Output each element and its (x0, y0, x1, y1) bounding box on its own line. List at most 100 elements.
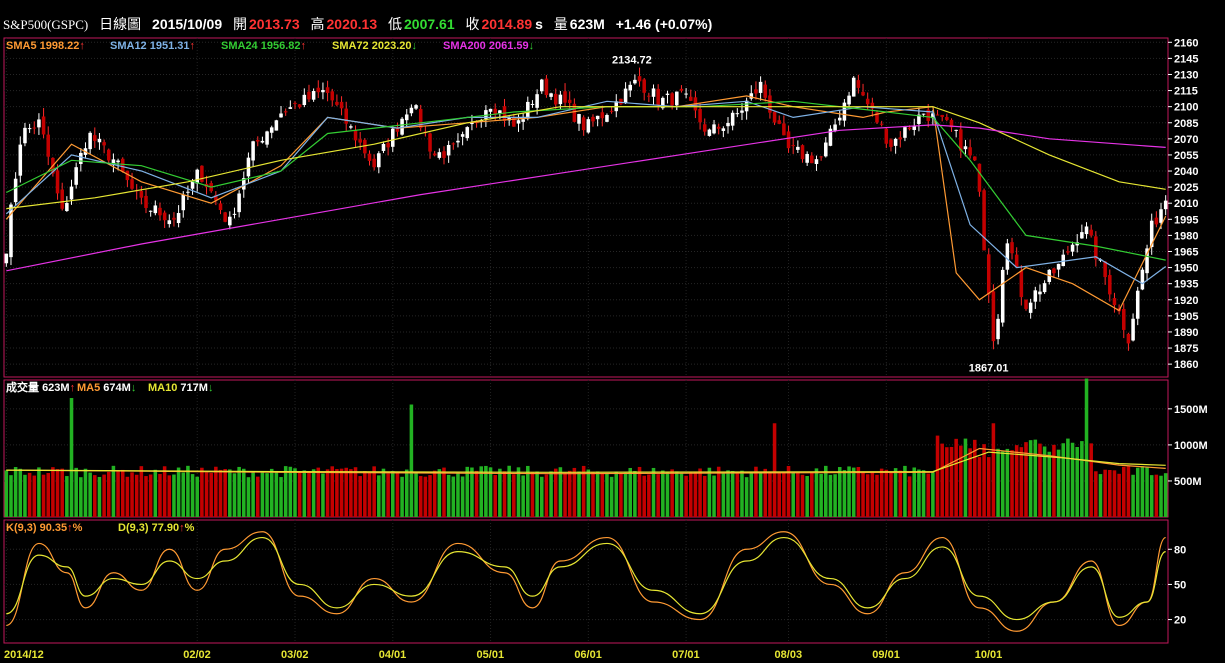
volume-bar (609, 476, 614, 517)
candle-body (567, 99, 572, 103)
volume-bar (959, 445, 963, 517)
candle-body (553, 93, 558, 105)
candle-body (223, 212, 227, 222)
period-label: 日線圖 (99, 16, 142, 32)
legend-label: MA10 (148, 382, 180, 394)
volume-bar (893, 468, 898, 517)
candle-body (539, 79, 544, 92)
volume-bar (837, 467, 842, 517)
volume-bar (311, 469, 316, 517)
volume-bar (1154, 474, 1159, 517)
volume-bar (242, 468, 246, 517)
candle-body (1154, 217, 1159, 225)
volume-bar (824, 465, 828, 517)
candle-body (470, 122, 474, 125)
volume-bar (339, 468, 344, 517)
volume-bar (255, 476, 260, 517)
quote-header: S&P500(GSPC) 日線圖 2015/10/09 開 2013.73 高 20… (3, 14, 1223, 36)
volume-bar (200, 467, 204, 517)
candle-body (982, 190, 986, 251)
line-sma72 (6, 106, 1166, 210)
volume-bar (865, 474, 870, 517)
candle-body (763, 84, 768, 98)
volume-bar (917, 469, 921, 517)
candle-body (949, 119, 954, 128)
candle-body (1121, 308, 1126, 330)
legend-label: SMA24 1956.82 (221, 40, 301, 52)
volume-bar (567, 470, 572, 517)
candle-body (460, 134, 465, 137)
volume-bar (297, 471, 302, 517)
volume-bar (74, 467, 78, 517)
candle-body (642, 79, 646, 93)
volume-bar (656, 474, 660, 517)
volume-bar (79, 477, 83, 517)
candle-body (88, 132, 92, 150)
volume-bar (577, 471, 581, 517)
volume-bar (1117, 473, 1121, 517)
open-label: 開 (233, 16, 247, 32)
candle-body (335, 101, 339, 105)
candle-body (884, 128, 889, 144)
legend-suffix: % (185, 522, 195, 534)
candle-body (898, 137, 903, 140)
candle-body (74, 167, 78, 185)
volume-bar (400, 476, 404, 517)
candle-body (65, 202, 69, 212)
legend-label: MA5 (77, 382, 103, 394)
legend-item: MA5 674M↓ (77, 382, 136, 394)
legend-item: K(9,3) 90.35↑% (6, 522, 83, 534)
y-tick-label: 2160 (1174, 37, 1198, 49)
candle-body (456, 140, 460, 143)
volume-bar (1089, 443, 1093, 517)
volume-bar (88, 472, 92, 517)
candle-body (889, 139, 893, 147)
y-tick-label: 2055 (1174, 150, 1198, 162)
volume-bar (898, 470, 903, 517)
volume-bar (912, 467, 917, 517)
volume-bar (32, 475, 37, 517)
volume-bar (842, 470, 847, 517)
candle-body (265, 131, 269, 145)
volume-bar (1084, 378, 1089, 517)
candle-body (1084, 226, 1089, 235)
kd-lines (6, 531, 1166, 632)
volume-bar (228, 469, 232, 517)
legend-item: SMA12 1951.31↑ (110, 40, 195, 52)
volume-bar (605, 473, 609, 517)
candle-body (754, 89, 758, 94)
volume-bar (83, 468, 88, 517)
candle-body (670, 93, 674, 106)
candle-body (1149, 220, 1154, 248)
volume-bar (1075, 447, 1079, 517)
candle-body (698, 108, 702, 123)
candle-body (153, 205, 158, 214)
candle-body (684, 93, 688, 95)
y-tick-label: 2070 (1174, 134, 1198, 146)
candle-body (963, 146, 968, 150)
candle-body (391, 128, 395, 147)
candle-body (828, 128, 833, 146)
legend-label: SMA12 1951.31 (110, 40, 190, 52)
volume-bar (395, 471, 400, 517)
volume-bar (288, 466, 293, 517)
candle-body (414, 105, 418, 109)
candle-body (18, 144, 23, 176)
volume-bar (102, 474, 106, 517)
candle-body (251, 141, 255, 161)
volume-bar (949, 446, 954, 517)
candle-body (232, 213, 237, 215)
candle-body (125, 170, 130, 181)
candle-body (1019, 270, 1024, 298)
y-tick-label: 50 (1174, 579, 1186, 591)
candle-body (488, 108, 493, 112)
candle-body (60, 189, 64, 209)
volume-bar (120, 469, 125, 517)
candle-body (372, 158, 376, 168)
candle-body (996, 318, 1000, 340)
volume-bar (1042, 446, 1047, 517)
sma-lines (5, 95, 1167, 312)
volume-bar (828, 474, 833, 517)
x-tick-label: 02/02 (183, 649, 211, 661)
